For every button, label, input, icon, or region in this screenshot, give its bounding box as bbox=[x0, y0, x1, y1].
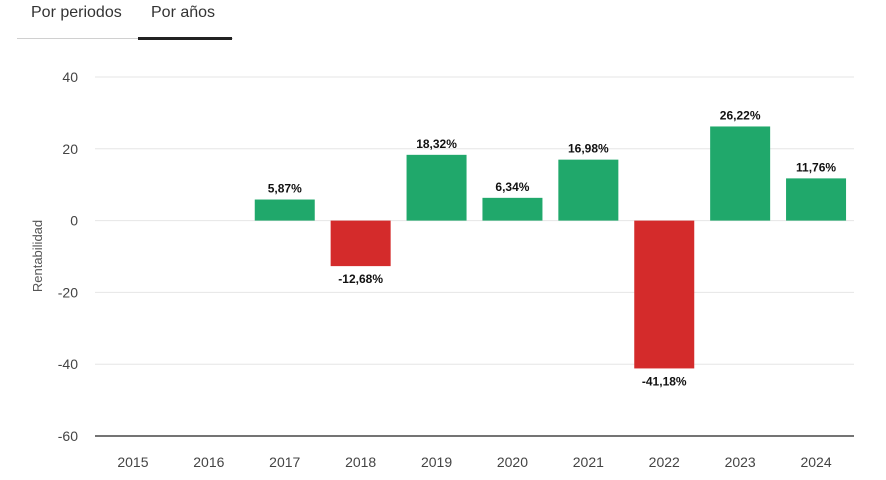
data-label-2019: 18,32% bbox=[416, 137, 457, 151]
x-tick-label: 2015 bbox=[117, 454, 148, 470]
y-tick-label: -20 bbox=[58, 284, 78, 300]
data-label-2017: 5,87% bbox=[268, 182, 302, 196]
bar-2024[interactable] bbox=[786, 178, 847, 221]
y-tick-label: -60 bbox=[58, 428, 78, 444]
bar-2018[interactable] bbox=[330, 220, 391, 267]
bar-2022[interactable] bbox=[634, 220, 695, 369]
bar-2017[interactable] bbox=[254, 199, 315, 221]
data-label-2024: 11,76% bbox=[796, 160, 836, 174]
gridlines bbox=[95, 76, 854, 437]
tab-por-periodos[interactable]: Por periodos bbox=[31, 4, 122, 21]
bar-2021[interactable] bbox=[558, 159, 619, 221]
y-tick-label: 0 bbox=[70, 213, 78, 229]
tab-por-anos[interactable]: Por años bbox=[151, 4, 216, 21]
data-label-2022: -41,18% bbox=[642, 374, 687, 388]
x-tick-label: 2018 bbox=[345, 454, 376, 470]
period-tabs: Por periodos Por años bbox=[17, 0, 233, 40]
data-label-2020: 6,34% bbox=[495, 180, 529, 194]
y-axis-label: Rentabilidad bbox=[30, 220, 45, 292]
x-tick-label: 2019 bbox=[421, 454, 452, 470]
y-tick-label: 20 bbox=[62, 141, 78, 157]
x-tick-label: 2022 bbox=[649, 454, 680, 470]
data-label-2021: 16,98% bbox=[568, 142, 609, 156]
bar-2019[interactable] bbox=[406, 154, 467, 221]
y-axis-ticks: 40 20 0 -20 -40 -60 bbox=[58, 69, 78, 444]
x-tick-label: 2021 bbox=[573, 454, 604, 470]
x-tick-label: 2020 bbox=[497, 454, 528, 470]
data-labels: 5,87% -12,68% 18,32% 6,34% 16,98% -41,18% 26,2… bbox=[268, 108, 837, 388]
x-tick-label: 2017 bbox=[269, 454, 300, 470]
bar-2020[interactable] bbox=[482, 197, 543, 221]
x-tick-label: 2016 bbox=[193, 454, 224, 470]
x-tick-label: 2024 bbox=[800, 454, 831, 470]
y-tick-label: -40 bbox=[58, 356, 78, 372]
active-tab-indicator bbox=[138, 37, 232, 40]
y-tick-label: 40 bbox=[62, 69, 78, 85]
data-label-2023: 26,22% bbox=[720, 108, 761, 122]
x-tick-label: 2023 bbox=[725, 454, 756, 470]
bar-2023[interactable] bbox=[710, 126, 771, 221]
bars bbox=[254, 126, 847, 369]
x-axis-ticks: 2015 2016 2017 2018 2019 2020 2021 2022 2023 2024 bbox=[117, 454, 831, 470]
data-label-2018: -12,68% bbox=[338, 272, 383, 286]
